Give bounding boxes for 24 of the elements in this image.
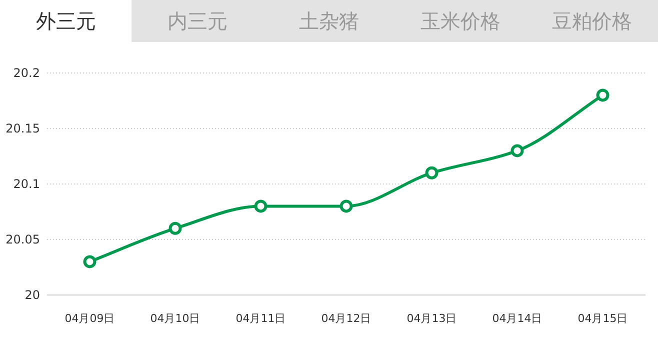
x-tick-label: 04月10日 bbox=[150, 312, 200, 325]
point bbox=[168, 222, 182, 235]
y-tick-label: 20.15 bbox=[6, 122, 40, 136]
text: 玉米价格 bbox=[420, 9, 501, 33]
point bbox=[254, 200, 268, 213]
y-tick-label: 20.2 bbox=[13, 66, 40, 80]
y-tick-label: 20.1 bbox=[13, 177, 40, 191]
x-tick-label: 04月13日 bbox=[406, 312, 457, 325]
point bbox=[510, 144, 524, 158]
point bbox=[83, 255, 96, 268]
x-tick-label: 04月11日 bbox=[236, 312, 286, 325]
y-tick-label: 20 bbox=[24, 288, 40, 302]
text: 土杂猪 bbox=[299, 9, 359, 33]
x-tick-label: 04月15日 bbox=[578, 312, 628, 325]
point bbox=[425, 166, 438, 180]
point bbox=[596, 88, 610, 102]
x-tick-label: 04月14日 bbox=[492, 312, 542, 325]
point bbox=[340, 200, 353, 213]
text: 内三元 bbox=[167, 9, 228, 33]
chart-title: 外三元 bbox=[36, 9, 96, 33]
text: 豆粕价格 bbox=[552, 9, 632, 33]
y-tick-label: 20.05 bbox=[6, 232, 40, 246]
x-tick-label: 04月09日 bbox=[64, 312, 115, 325]
x-tick-label: 04月12日 bbox=[321, 312, 372, 325]
